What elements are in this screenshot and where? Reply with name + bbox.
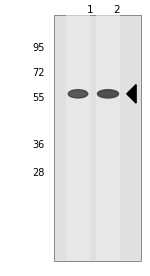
Text: 95: 95 xyxy=(33,43,45,53)
Polygon shape xyxy=(127,84,136,103)
Text: 28: 28 xyxy=(33,168,45,177)
Bar xyxy=(54,15,141,261)
Text: 1: 1 xyxy=(87,5,93,15)
Text: 55: 55 xyxy=(33,93,45,103)
Text: 72: 72 xyxy=(33,68,45,78)
Bar xyxy=(66,15,90,261)
Bar xyxy=(96,15,120,261)
Ellipse shape xyxy=(98,90,118,98)
Ellipse shape xyxy=(68,90,88,98)
Text: 36: 36 xyxy=(33,140,45,150)
Text: 2: 2 xyxy=(114,5,120,15)
